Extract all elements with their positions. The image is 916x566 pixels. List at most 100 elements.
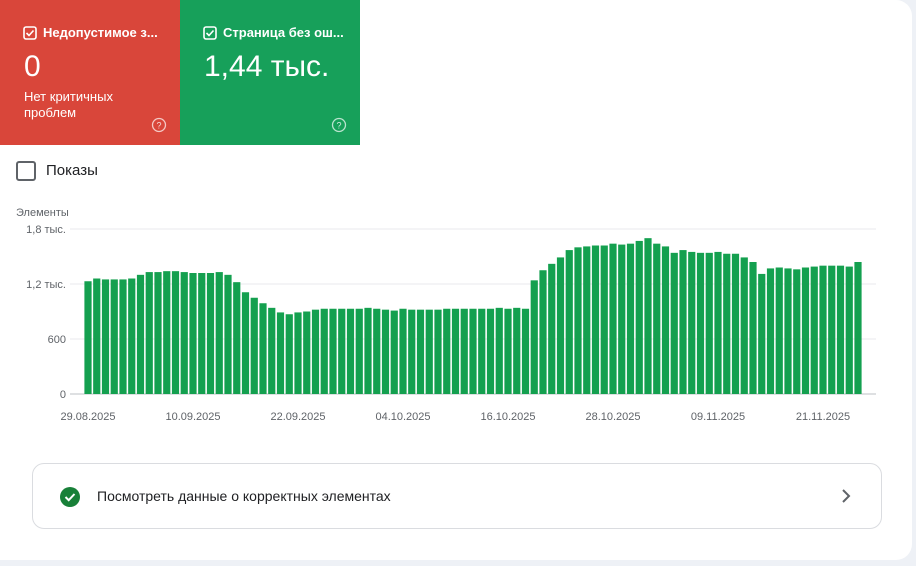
bar bbox=[530, 280, 538, 394]
bar bbox=[810, 266, 818, 394]
card-note: Нет критичных проблем bbox=[24, 89, 113, 120]
bar bbox=[381, 309, 390, 394]
bar bbox=[399, 308, 407, 394]
bar bbox=[268, 307, 276, 394]
help-icon[interactable]: ? bbox=[331, 117, 347, 133]
bar bbox=[478, 308, 486, 394]
bar bbox=[101, 279, 110, 394]
checkbox bbox=[203, 26, 217, 40]
bar bbox=[495, 307, 503, 394]
bar bbox=[845, 266, 853, 394]
bar bbox=[766, 268, 775, 394]
bar bbox=[390, 310, 398, 394]
card-label: Недопустимое з... bbox=[43, 25, 158, 40]
bar bbox=[565, 250, 573, 394]
bar bbox=[819, 265, 827, 394]
x-tick-label: 29.08.2025 bbox=[60, 411, 115, 423]
bar bbox=[294, 312, 302, 394]
bar bbox=[189, 273, 197, 394]
bar bbox=[854, 262, 862, 394]
chart: Элементы 0 600 1,2 тыс. 1,8 тыс. 29.08.2025 1… bbox=[16, 207, 876, 423]
x-tick-label: 10.09.2025 bbox=[165, 411, 220, 423]
valid-items-link[interactable]: Посмотреть данные о корректных элементах bbox=[32, 463, 882, 529]
bar bbox=[539, 270, 547, 394]
bar bbox=[460, 308, 468, 394]
bar bbox=[338, 308, 346, 394]
check-icon bbox=[60, 487, 80, 507]
impressions-checkbox[interactable] bbox=[16, 161, 36, 181]
bar bbox=[425, 309, 433, 394]
svg-text:?: ? bbox=[156, 121, 161, 131]
bar bbox=[486, 308, 495, 394]
bar bbox=[259, 303, 267, 394]
bar bbox=[828, 265, 836, 394]
bar bbox=[731, 253, 740, 394]
bar bbox=[670, 252, 678, 394]
bar bbox=[653, 243, 661, 394]
bar bbox=[521, 308, 530, 394]
bar bbox=[206, 273, 215, 394]
x-tick-label: 04.10.2025 bbox=[375, 411, 430, 423]
bar bbox=[233, 282, 241, 394]
bar bbox=[285, 314, 293, 394]
bar bbox=[504, 308, 512, 394]
link-text: Посмотреть данные о корректных элементах bbox=[97, 488, 391, 504]
bar bbox=[591, 245, 600, 394]
bar bbox=[373, 308, 381, 394]
bar bbox=[241, 292, 250, 394]
bar bbox=[749, 262, 757, 394]
bar bbox=[329, 308, 337, 394]
x-tick-label: 22.09.2025 bbox=[270, 411, 325, 423]
help-icon[interactable]: ? bbox=[151, 117, 167, 133]
bar bbox=[688, 251, 696, 394]
bar bbox=[250, 297, 258, 394]
bar bbox=[346, 308, 355, 394]
bar bbox=[171, 271, 180, 394]
bar bbox=[443, 308, 451, 394]
bar bbox=[84, 281, 92, 394]
bar bbox=[128, 278, 136, 394]
bar bbox=[434, 309, 442, 394]
bar bbox=[276, 312, 285, 394]
bar bbox=[548, 263, 556, 394]
bar bbox=[679, 250, 687, 394]
y-tick-label: 1,8 тыс. bbox=[26, 224, 66, 236]
bar bbox=[224, 274, 232, 394]
checkbox bbox=[23, 26, 37, 40]
bar bbox=[618, 244, 626, 394]
bar bbox=[758, 273, 766, 394]
bar bbox=[696, 252, 705, 394]
bar bbox=[303, 311, 311, 394]
bar bbox=[163, 271, 171, 394]
bar bbox=[661, 246, 670, 394]
bar bbox=[705, 252, 713, 394]
y-tick-label: 1,2 тыс. bbox=[26, 279, 66, 291]
bar bbox=[119, 279, 127, 394]
bar bbox=[416, 309, 425, 394]
bar bbox=[644, 238, 652, 394]
bar bbox=[836, 265, 845, 394]
bar bbox=[775, 267, 783, 394]
x-tick-label: 28.10.2025 bbox=[585, 411, 640, 423]
card-label: Страница без ош... bbox=[223, 25, 344, 40]
bar bbox=[451, 308, 460, 394]
bar bbox=[626, 243, 635, 394]
bar bbox=[635, 240, 643, 394]
bar bbox=[469, 308, 477, 394]
bar bbox=[513, 307, 521, 394]
bar bbox=[110, 279, 118, 394]
chevron bbox=[842, 489, 851, 503]
bar bbox=[215, 272, 223, 394]
impressions-label[interactable]: Показы bbox=[46, 162, 98, 179]
x-tick-label: 09.11.2025 bbox=[691, 411, 745, 423]
bar bbox=[784, 268, 792, 394]
bar bbox=[136, 274, 145, 394]
bar bbox=[600, 245, 608, 394]
error-card[interactable]: Недопустимое з... 0 Нет критичных пробле… bbox=[0, 0, 180, 145]
y-tick-label: 600 bbox=[48, 334, 66, 346]
valid-card[interactable]: Страница без ош... 1,44 тыс. ? bbox=[180, 0, 360, 145]
bar bbox=[556, 257, 565, 394]
bar bbox=[793, 269, 801, 394]
